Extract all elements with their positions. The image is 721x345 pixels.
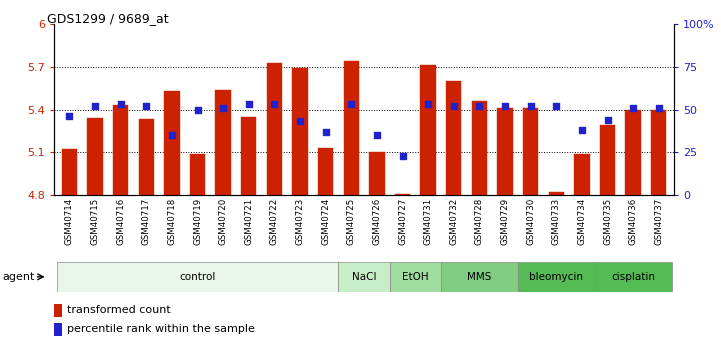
Bar [318,148,333,195]
Point [192,107,203,112]
Point [115,102,126,107]
Point [345,102,357,107]
Bar [292,68,308,195]
Point [551,104,562,109]
Bar [113,105,128,195]
Bar [446,81,461,195]
Bar [87,118,103,195]
Text: GSM40735: GSM40735 [603,198,612,245]
Point [602,117,614,122]
Bar [164,91,180,195]
Text: GSM40728: GSM40728 [475,198,484,245]
Bar [523,108,539,195]
Text: GDS1299 / 9689_at: GDS1299 / 9689_at [47,12,169,25]
Text: GSM40732: GSM40732 [449,198,459,245]
Text: GSM40720: GSM40720 [218,198,228,245]
Point [576,127,588,133]
Point [525,104,536,109]
Bar [651,109,666,195]
Text: control: control [180,272,216,282]
Bar [216,90,231,195]
Text: GSM40729: GSM40729 [500,198,510,245]
Text: GSM40724: GSM40724 [321,198,330,245]
Text: GSM40726: GSM40726 [373,198,381,245]
Bar [369,152,384,195]
Bar [549,192,564,195]
Text: GSM40715: GSM40715 [91,198,99,245]
Bar [190,154,205,195]
Point [448,104,459,109]
Text: GSM40734: GSM40734 [578,198,586,245]
Bar [57,262,338,292]
Text: GSM40731: GSM40731 [424,198,433,245]
Bar [338,262,390,292]
Point [63,114,75,119]
Text: bleomycin: bleomycin [529,272,583,282]
Point [474,104,485,109]
Bar [497,108,513,195]
Text: GSM40717: GSM40717 [142,198,151,245]
Bar [138,119,154,195]
Bar [472,101,487,195]
Point [218,105,229,111]
Bar [54,323,62,336]
Point [166,132,177,138]
Text: GSM40730: GSM40730 [526,198,535,245]
Text: percentile rank within the sample: percentile rank within the sample [66,324,255,334]
Bar [241,117,257,195]
Bar [574,154,590,195]
Bar [595,262,671,292]
Text: GSM40721: GSM40721 [244,198,253,245]
Text: GSM40727: GSM40727 [398,198,407,245]
Text: EtOH: EtOH [402,272,429,282]
Text: GSM40722: GSM40722 [270,198,279,245]
Text: GSM40719: GSM40719 [193,198,202,245]
Bar [395,194,410,195]
Bar [54,304,62,317]
Point [397,153,408,158]
Point [653,105,665,111]
Text: GSM40733: GSM40733 [552,198,561,245]
Point [269,102,280,107]
Point [371,132,383,138]
Point [627,105,639,111]
Bar [344,61,359,195]
Text: MMS: MMS [467,272,492,282]
Text: GSM40716: GSM40716 [116,198,125,245]
Point [141,104,152,109]
Text: GSM40725: GSM40725 [347,198,355,245]
Bar [625,109,641,195]
Text: GSM40736: GSM40736 [629,198,637,245]
Point [499,104,510,109]
Bar [62,149,77,195]
Text: GSM40723: GSM40723 [296,198,304,245]
Text: agent: agent [2,272,35,282]
Text: GSM40714: GSM40714 [65,198,74,245]
Text: GSM40737: GSM40737 [654,198,663,245]
Point [423,102,434,107]
Bar [390,262,441,292]
Point [243,102,255,107]
Text: transformed count: transformed count [66,305,170,315]
Text: GSM40718: GSM40718 [167,198,177,245]
Bar [420,66,436,195]
Text: NaCl: NaCl [352,272,376,282]
Point [294,119,306,124]
Bar [267,62,282,195]
Text: cisplatin: cisplatin [611,272,655,282]
Bar [600,125,615,195]
Bar [441,262,518,292]
Point [89,104,101,109]
Point [320,129,332,135]
Bar [518,262,595,292]
